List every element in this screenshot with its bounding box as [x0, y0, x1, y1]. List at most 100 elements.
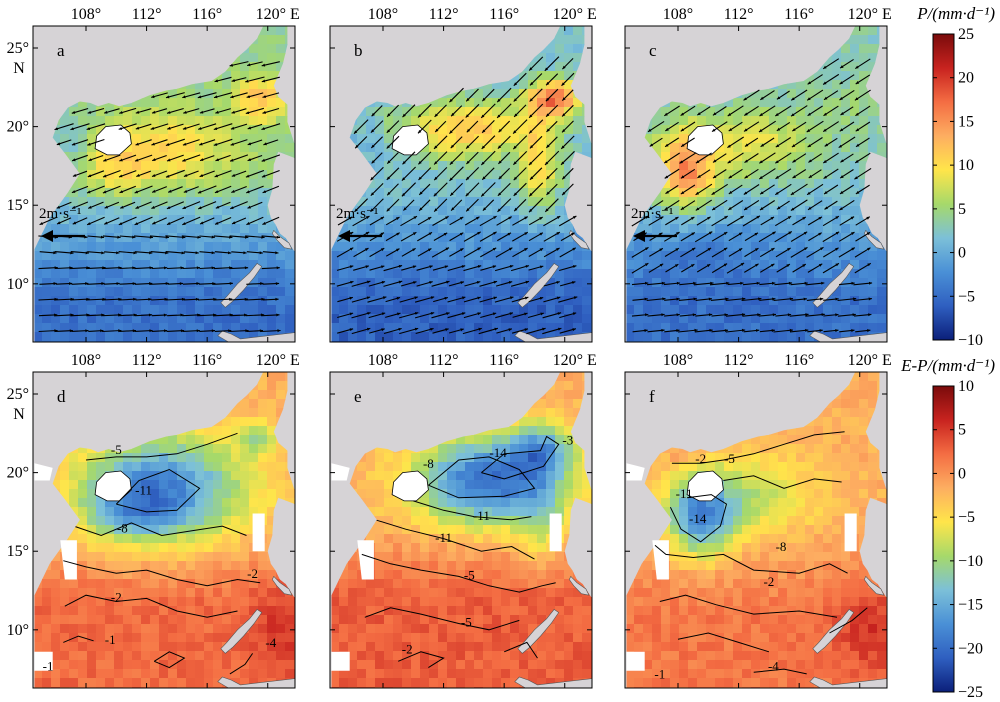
- palawan-island: [812, 262, 855, 308]
- colorbar-title: E-P/(mm·d⁻¹): [900, 356, 995, 375]
- missing-data-mask: [34, 463, 265, 671]
- wind-vector: [693, 282, 714, 286]
- wind-vector: [229, 201, 248, 210]
- wind-vector: [197, 185, 217, 194]
- wind-vector: [544, 56, 560, 72]
- contour-label: -2: [695, 451, 706, 466]
- wind-vector: [245, 235, 265, 239]
- field-d: [34, 372, 295, 688]
- contour-label: -14: [489, 445, 507, 460]
- wind-vector: [449, 119, 464, 134]
- wind-vector: [677, 329, 698, 333]
- lat-tick-label: 20°: [7, 465, 29, 482]
- contour-line: [669, 494, 728, 543]
- axis-ticks: [625, 26, 887, 342]
- colorbar-scale: [932, 385, 955, 693]
- wind-vector: [101, 267, 122, 270]
- wind-vector: [727, 136, 744, 149]
- contour-label: -5: [111, 442, 122, 457]
- wind-vector: [543, 215, 561, 227]
- wind-vector: [449, 166, 464, 182]
- colorbar-P: 25 20 15 10 5 0 −5 −10 P/(mm·d⁻¹): [916, 4, 995, 349]
- contour-label: -2: [402, 641, 413, 656]
- lon-tick-label: 116°: [489, 6, 519, 23]
- wind-vector: [528, 103, 544, 119]
- contour-label: -11: [473, 508, 490, 523]
- wind-vector: [86, 123, 106, 131]
- contour-label: -2: [111, 590, 122, 605]
- colorbar-tick-label: −10: [958, 332, 983, 349]
- wind-vector: [383, 264, 403, 272]
- lat-tick-label: 25°: [7, 386, 29, 403]
- panel-e: -8 -14 -5 -11 -11 -5 -2 -3 108° 112° 116° 120° E e: [329, 352, 597, 689]
- wind-scale-label: 2m·s⁻¹: [631, 206, 673, 222]
- lat-tick-label: 20°: [7, 119, 29, 136]
- lat-tick-label: 10°: [7, 622, 29, 639]
- wind-vector: [463, 247, 482, 258]
- colorbar-tick-label: 25: [958, 26, 974, 43]
- contour-line: [153, 651, 186, 669]
- colorbars-layer: 25 20 15 10 5 0 −5 −10 P/(mm·d⁻¹) 10 5 0 −5 −10 −15 −20…: [900, 4, 995, 701]
- wind-vector: [558, 215, 577, 227]
- borneo-coast: [809, 676, 888, 689]
- contour-labels-d: -5 -8 -11 -2 -2 -1 -1 -4: [43, 442, 277, 674]
- wind-vector: [741, 298, 762, 302]
- contour-label: -1: [654, 667, 665, 682]
- contour-line: [63, 635, 94, 643]
- wind-vector: [399, 312, 419, 319]
- wind-vector: [742, 215, 761, 227]
- wind-vector: [480, 182, 496, 197]
- contour-line: [361, 553, 556, 593]
- contour-line: [504, 641, 538, 659]
- palawan-island: [220, 608, 263, 654]
- lon-tick-label: 112°: [132, 352, 162, 369]
- lat-tick-label: 25°: [7, 40, 29, 57]
- wind-vector: [806, 246, 824, 258]
- lon-tick-label: 120° E: [553, 352, 597, 369]
- panel-letter-b: b: [354, 41, 363, 60]
- contours-e: [361, 435, 560, 669]
- panel-frame: [32, 25, 296, 343]
- contour-line: [650, 541, 848, 574]
- contour-label: -8: [423, 456, 434, 471]
- contour-line: [64, 594, 238, 618]
- contour-label: -4: [265, 635, 276, 650]
- contour-line: [659, 594, 838, 618]
- colorbar-tick-label: 15: [958, 113, 974, 130]
- wind-vector: [542, 312, 562, 319]
- wind-vector: [758, 231, 776, 243]
- contour-line: [115, 468, 201, 513]
- wind-vector: [542, 327, 562, 335]
- wind-vector: [695, 183, 713, 196]
- wind-vector: [631, 246, 649, 258]
- lon-tick-label: 108°: [71, 352, 101, 369]
- wind-vector: [528, 119, 544, 134]
- wind-scale-reference: 2m·s⁻¹: [631, 206, 677, 242]
- colorbar-scale: [932, 33, 955, 341]
- wind-vector: [118, 123, 137, 130]
- lat-tick-label: 15°: [7, 543, 29, 560]
- lon-tick-label: 112°: [429, 6, 459, 23]
- wind-vector: [838, 136, 856, 149]
- wind-vector: [480, 103, 496, 119]
- wind-vector: [229, 61, 249, 67]
- panel-letter-a: a: [57, 41, 65, 60]
- wind-vector: [85, 298, 106, 301]
- contour-line: [753, 668, 807, 675]
- mindoro-island: [568, 229, 590, 250]
- colorbar-tick-label: −5: [958, 509, 975, 526]
- wind-vector: [462, 327, 482, 335]
- wind-vector: [182, 201, 201, 210]
- contour-labels-f: -2 -5 -11 -14 -8 -2 -4 -1: [654, 451, 786, 681]
- wind-vector: [709, 282, 730, 286]
- contour-line: [677, 632, 770, 653]
- contour-label: -11: [676, 486, 693, 501]
- hainan-island: [686, 124, 724, 156]
- contour-line: [85, 432, 238, 461]
- wind-vector: [165, 138, 185, 147]
- panel-b: 2m·s⁻¹ 108° 112° 116° 120° E b: [329, 6, 597, 343]
- wind-vector: [822, 231, 840, 243]
- wind-vector: [790, 105, 808, 117]
- colorbar-tick-label: 5: [958, 422, 966, 439]
- hainan-island: [94, 470, 132, 502]
